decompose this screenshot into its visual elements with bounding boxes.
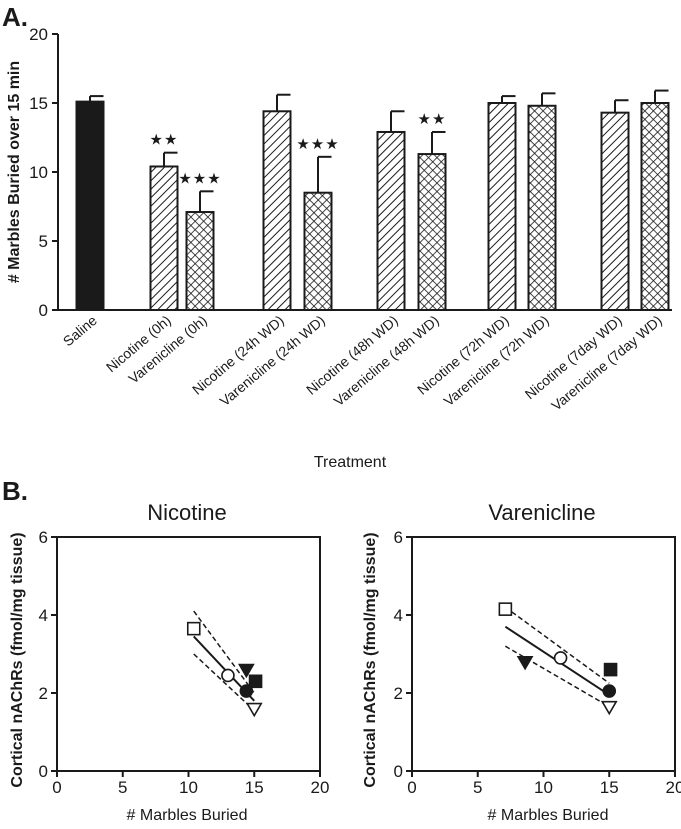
x-tick-label: 10 (534, 778, 553, 797)
y-tick-label: 10 (29, 163, 48, 182)
significance-label: ★★ (418, 111, 447, 128)
x-tick-label: 5 (118, 778, 127, 797)
x-tick-label: 15 (600, 778, 619, 797)
nicotine-chart-title: Nicotine (147, 500, 226, 525)
x-tick-label: 15 (245, 778, 264, 797)
y-tick-label: 0 (39, 301, 48, 320)
varenicline-chart-y-axis-label: Cortical nAChRs (fmol/mg tissue) (362, 532, 379, 787)
y-tick-label: 0 (39, 762, 48, 781)
y-tick-label: 2 (394, 684, 403, 703)
y-tick-label: 20 (29, 25, 48, 44)
y-tick-label: 5 (39, 232, 48, 251)
nicotine-chart-y-axis-label: Cortical nAChRs (fmol/mg tissue) (9, 532, 26, 787)
bar-chart-y-axis-label: # Marbles Buried over 15 min (6, 61, 23, 283)
bar-nicotine-48h-wd (376, 130, 406, 311)
x-tick-label: 20 (666, 778, 681, 797)
data-point-filled-circle (602, 684, 617, 698)
x-tick-label: 10 (179, 778, 198, 797)
significance-label: ★★★ (178, 170, 221, 187)
nicotine-chart-x-axis-label: # Marbles Buried (127, 807, 248, 824)
bar-chart: # Marbles Buried over 15 min Treatment 0… (6, 25, 672, 471)
bar-varenicline-48h-wd (417, 153, 447, 311)
confidence-band-lower (193, 653, 255, 712)
data-point-open-triangle-down (245, 702, 263, 718)
y-tick-label: 15 (29, 94, 48, 113)
bar-saline (75, 100, 105, 312)
bar-varenicline-24h-wd (303, 191, 333, 311)
plot-frame (411, 536, 676, 772)
panel-a-label: A. (2, 2, 28, 32)
category-label: Saline (60, 312, 100, 349)
data-point-open-circle (553, 651, 568, 665)
confidence-band-upper (193, 610, 255, 694)
x-tick-label: 5 (473, 778, 482, 797)
plot-frame (56, 536, 321, 772)
confidence-band-upper (504, 606, 610, 684)
data-point-filled-square (248, 674, 263, 689)
varenicline-scatter-chart: Varenicline Cortical nAChRs (fmol/mg tis… (362, 500, 681, 824)
x-tick-label: 0 (52, 778, 61, 797)
data-point-filled-square (603, 662, 618, 677)
bar-nicotine-0h (149, 165, 179, 311)
panel-b-label: B. (2, 476, 28, 506)
y-tick-label: 4 (39, 606, 48, 625)
y-tick-label: 6 (394, 528, 403, 547)
data-point-filled-triangle-down (516, 655, 534, 671)
bar-chart-x-axis-label: Treatment (314, 454, 387, 471)
data-point-open-square (186, 621, 201, 636)
y-tick-label: 2 (39, 684, 48, 703)
bar-nicotine-72h-wd (487, 102, 517, 311)
nicotine-scatter-chart: Nicotine Cortical nAChRs (fmol/mg tissue… (9, 500, 329, 824)
y-tick-label: 6 (39, 528, 48, 547)
bar-varenicline-72h-wd (527, 104, 557, 312)
data-point-open-square (498, 602, 513, 616)
bar-varenicline-7day-wd (640, 102, 670, 311)
data-point-open-triangle-down (600, 700, 618, 716)
bar-nicotine-24h-wd (262, 110, 292, 311)
data-point-open-circle (221, 668, 235, 683)
y-tick-label: 0 (394, 762, 403, 781)
bar-varenicline-0h (185, 211, 215, 312)
x-tick-label: 0 (407, 778, 416, 797)
data-point-filled-triangle-down (237, 663, 255, 679)
significance-label: ★★★ (296, 136, 339, 153)
x-tick-label: 20 (311, 778, 330, 797)
significance-label: ★★ (150, 132, 179, 149)
varenicline-chart-x-axis-label: # Marbles Buried (488, 807, 609, 824)
varenicline-chart-title: Varenicline (488, 500, 595, 525)
bar-nicotine-7day-wd (600, 111, 630, 311)
y-tick-label: 4 (394, 606, 403, 625)
